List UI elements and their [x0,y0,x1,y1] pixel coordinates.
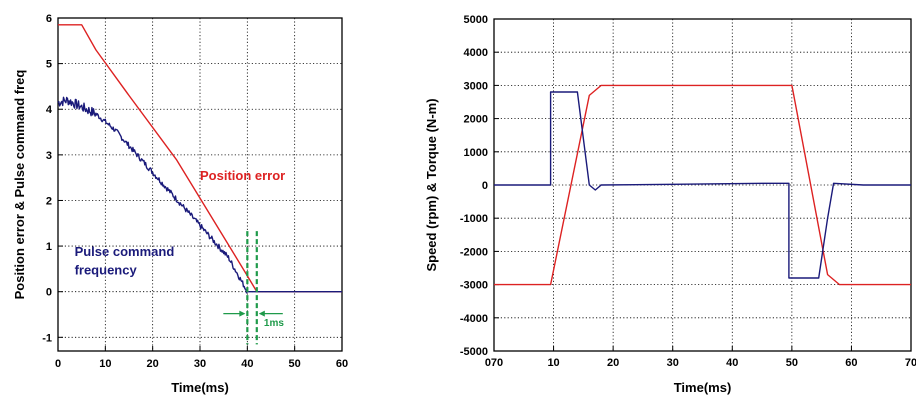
y-tick-label: 0 [46,287,52,299]
speed-torque-chart: 070 10 20 30 40 50 60 70 -5000 -4000 -3000 -2000 -10… [424,14,916,395]
x-tick-label: 60 [336,358,348,370]
y-tick-label: 1000 [464,147,488,159]
annotation-frequency: frequency [75,262,138,277]
x-tick-label: 20 [147,358,159,370]
x-tick-label: 20 [607,357,619,369]
x-tick-label: 50 [289,358,301,370]
series-line-1 [494,84,911,286]
y-tick-label: -2000 [460,246,488,258]
y-tick-label: 6 [46,13,52,25]
y-tick-label: -1 [42,332,52,344]
x-axis-label: Time(ms) [674,380,732,395]
x-tick-label: 0 [55,358,61,370]
annotation-pulse-command: Pulse command [75,244,175,259]
y-tick-label: -4000 [460,313,488,325]
y-tick-label: 2000 [464,114,488,126]
y-tick-label: -3000 [460,280,488,292]
series-line-2 [494,91,911,279]
y-axis-label: Position error & Pulse command freq [12,70,27,300]
y-tick-label: -5000 [460,346,488,358]
x-tick-label: 40 [241,358,253,370]
series-line-pulse-command-frequency [57,96,342,294]
marker-arrowhead-left [239,310,246,317]
x-tick-label: 30 [194,358,206,370]
y-tick-label: 5000 [464,14,488,26]
x-tick-label: 40 [726,357,738,369]
series-line-position-error [58,24,342,293]
x-tick-label: 070 [485,357,503,369]
annotation-position-error: Position error [200,168,285,183]
x-axis-label: Time(ms) [171,380,229,395]
y-tick-label: 3 [46,150,52,162]
grid [494,19,911,351]
x-tick-label: 60 [845,357,857,369]
grid [58,18,342,351]
y-tick-label: 4 [46,104,53,116]
x-tick-label: 10 [99,358,111,370]
x-tick-label: 30 [667,357,679,369]
x-tick-label: 70 [905,357,916,369]
position-error-chart: 0 10 20 30 40 50 60 -1 0 1 2 3 4 5 6 Time(ms) Position e… [12,13,348,395]
x-tick-label: 10 [547,357,559,369]
y-tick-label: 1 [46,241,52,253]
y-tick-label: -1000 [460,213,488,225]
annotation-1ms: 1ms [264,318,284,329]
y-tick-label: 5 [46,59,52,71]
y-tick-label: 4000 [464,47,488,59]
marker-arrowhead-right [258,310,265,317]
y-tick-label: 3000 [464,80,488,92]
x-tick-label: 50 [786,357,798,369]
y-tick-label: 2 [46,195,52,207]
y-axis-label: Speed (rpm) & Torque (N-m) [424,98,439,271]
y-tick-label: 0 [482,180,488,192]
